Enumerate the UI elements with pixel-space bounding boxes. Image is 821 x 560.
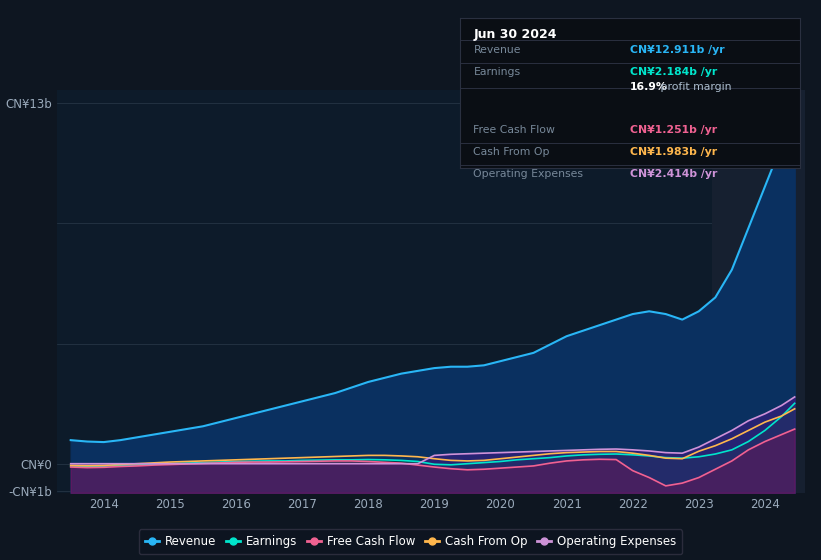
Bar — [712, 90, 821, 493]
Text: CN¥2.184b /yr: CN¥2.184b /yr — [631, 67, 718, 77]
Text: CN¥2.414b /yr: CN¥2.414b /yr — [631, 169, 718, 179]
Text: CN¥1.983b /yr: CN¥1.983b /yr — [631, 147, 718, 157]
Text: CN¥1.251b /yr: CN¥1.251b /yr — [631, 125, 718, 135]
Text: Revenue: Revenue — [474, 45, 521, 55]
Text: 16.9%: 16.9% — [631, 82, 668, 92]
Text: Jun 30 2024: Jun 30 2024 — [474, 29, 557, 41]
Text: profit margin: profit margin — [658, 82, 732, 92]
Text: Cash From Op: Cash From Op — [474, 147, 550, 157]
Legend: Revenue, Earnings, Free Cash Flow, Cash From Op, Operating Expenses: Revenue, Earnings, Free Cash Flow, Cash … — [139, 529, 682, 554]
Text: Operating Expenses: Operating Expenses — [474, 169, 584, 179]
Text: Earnings: Earnings — [474, 67, 521, 77]
Text: CN¥12.911b /yr: CN¥12.911b /yr — [631, 45, 725, 55]
Text: Free Cash Flow: Free Cash Flow — [474, 125, 555, 135]
